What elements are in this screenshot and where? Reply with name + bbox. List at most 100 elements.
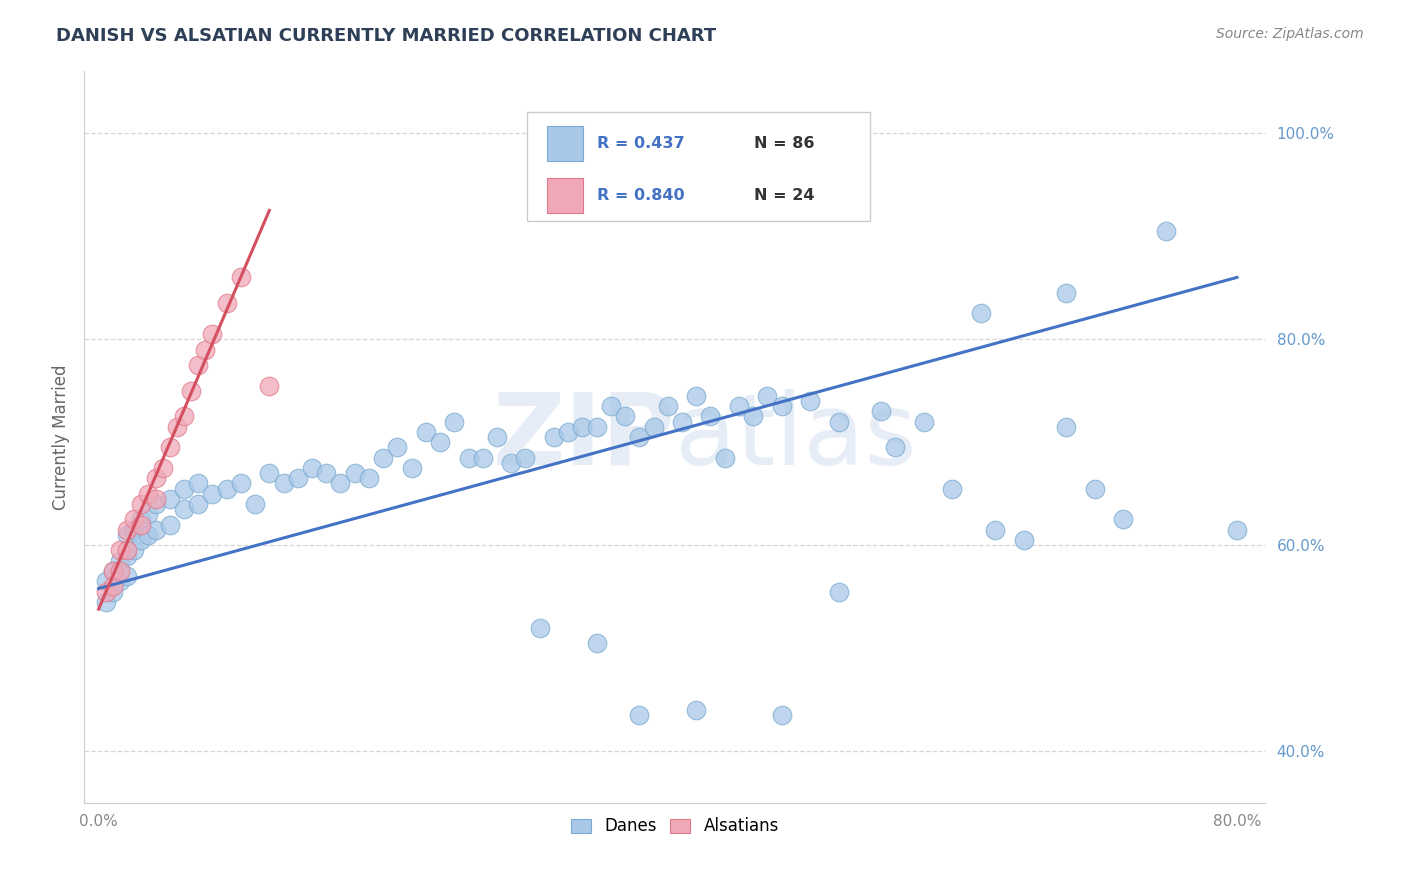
- Point: [115, 549, 138, 563]
- Point: [259, 378, 281, 392]
- Text: N = 86: N = 86: [754, 136, 814, 152]
- Point: [108, 554, 131, 568]
- Point: [315, 466, 337, 480]
- Point: [699, 409, 721, 424]
- Point: [108, 574, 131, 589]
- Point: [471, 450, 494, 465]
- Point: [215, 482, 238, 496]
- Point: [1084, 482, 1107, 496]
- Point: [273, 476, 295, 491]
- Point: [1154, 224, 1177, 238]
- Point: [585, 636, 607, 650]
- Point: [870, 404, 893, 418]
- Point: [571, 419, 593, 434]
- Point: [122, 543, 145, 558]
- Point: [357, 471, 380, 485]
- Point: [671, 415, 693, 429]
- Point: [94, 584, 117, 599]
- Point: [329, 476, 352, 491]
- Point: [1054, 285, 1077, 300]
- Point: [1054, 419, 1077, 434]
- Point: [614, 409, 637, 424]
- Text: ZIP: ZIP: [492, 389, 675, 485]
- Point: [912, 415, 935, 429]
- Point: [108, 543, 131, 558]
- Point: [585, 419, 607, 434]
- Point: [145, 471, 167, 485]
- Point: [194, 343, 217, 357]
- Point: [115, 528, 138, 542]
- Point: [129, 533, 152, 547]
- Text: Source: ZipAtlas.com: Source: ZipAtlas.com: [1216, 27, 1364, 41]
- Point: [1012, 533, 1035, 547]
- Point: [115, 543, 138, 558]
- Point: [685, 703, 707, 717]
- Point: [543, 430, 565, 444]
- Point: [529, 621, 551, 635]
- Point: [94, 595, 117, 609]
- Point: [145, 491, 167, 506]
- Y-axis label: Currently Married: Currently Married: [52, 364, 70, 510]
- Point: [599, 399, 621, 413]
- Point: [1112, 512, 1135, 526]
- Point: [94, 574, 117, 589]
- Point: [187, 497, 209, 511]
- Point: [159, 441, 181, 455]
- Point: [159, 517, 181, 532]
- Text: R = 0.840: R = 0.840: [598, 187, 685, 202]
- Point: [173, 482, 195, 496]
- Point: [884, 441, 907, 455]
- Point: [343, 466, 366, 480]
- Point: [401, 461, 423, 475]
- Point: [101, 564, 124, 578]
- Bar: [547, 178, 582, 212]
- Point: [229, 476, 252, 491]
- Point: [173, 502, 195, 516]
- Point: [229, 270, 252, 285]
- Point: [643, 419, 665, 434]
- Text: atlas: atlas: [675, 389, 917, 485]
- Point: [201, 487, 224, 501]
- Point: [145, 497, 167, 511]
- Point: [138, 528, 160, 542]
- Point: [115, 523, 138, 537]
- Point: [122, 512, 145, 526]
- Legend: Danes, Alsatians: Danes, Alsatians: [564, 811, 786, 842]
- Point: [756, 389, 779, 403]
- Point: [827, 584, 849, 599]
- Point: [429, 435, 451, 450]
- Point: [129, 512, 152, 526]
- Point: [180, 384, 202, 398]
- Point: [457, 450, 479, 465]
- Point: [215, 296, 238, 310]
- Point: [115, 569, 138, 583]
- Text: DANISH VS ALSATIAN CURRENTLY MARRIED CORRELATION CHART: DANISH VS ALSATIAN CURRENTLY MARRIED COR…: [56, 27, 717, 45]
- Point: [243, 497, 266, 511]
- Point: [501, 456, 523, 470]
- Point: [373, 450, 395, 465]
- Point: [485, 430, 508, 444]
- Point: [101, 584, 124, 599]
- FancyBboxPatch shape: [527, 112, 870, 221]
- Point: [129, 497, 152, 511]
- Point: [1226, 523, 1249, 537]
- Point: [713, 450, 735, 465]
- Point: [101, 564, 124, 578]
- Text: R = 0.437: R = 0.437: [598, 136, 685, 152]
- Point: [187, 358, 209, 372]
- Point: [173, 409, 195, 424]
- Point: [145, 523, 167, 537]
- Point: [443, 415, 465, 429]
- Point: [138, 487, 160, 501]
- Point: [129, 517, 152, 532]
- Point: [259, 466, 281, 480]
- Point: [122, 523, 145, 537]
- Point: [101, 579, 124, 593]
- Point: [657, 399, 679, 413]
- Point: [685, 389, 707, 403]
- Point: [159, 491, 181, 506]
- Point: [152, 461, 174, 475]
- Point: [984, 523, 1007, 537]
- Point: [770, 399, 793, 413]
- Point: [138, 508, 160, 522]
